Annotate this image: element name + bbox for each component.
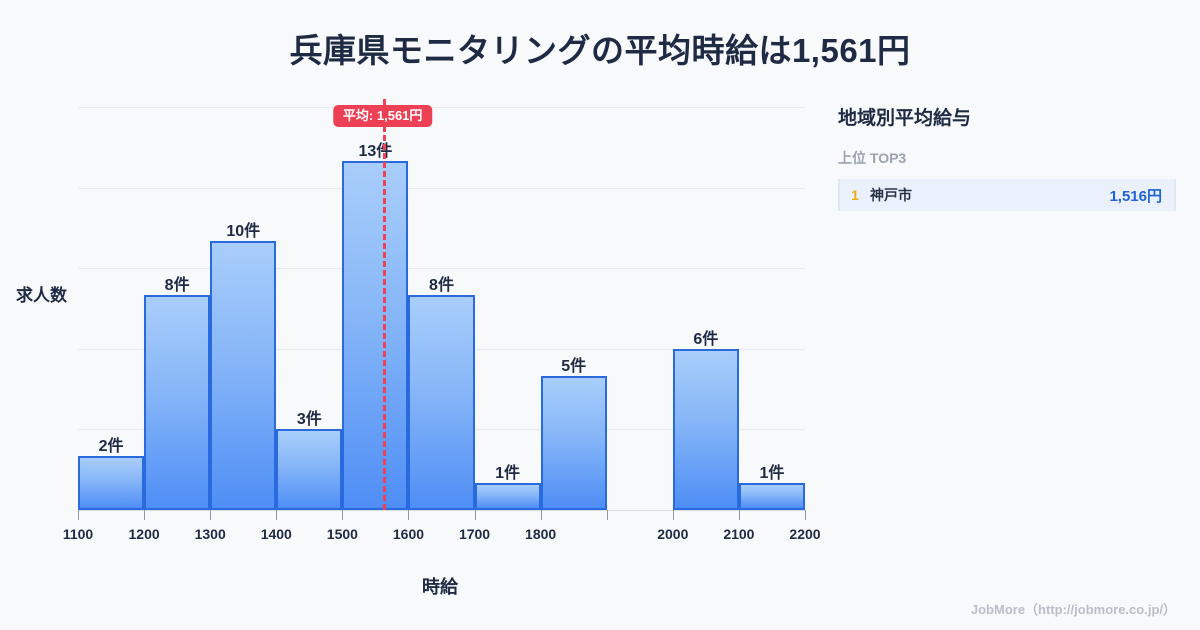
rank-city-name: 神戸市 bbox=[870, 187, 912, 203]
x-axis-tick-label: 1300 bbox=[194, 526, 226, 542]
bar[interactable] bbox=[672, 348, 739, 510]
bar[interactable] bbox=[78, 456, 145, 510]
rank-salary-value: 1,516円 bbox=[1109, 187, 1162, 205]
gridline bbox=[78, 187, 805, 189]
x-axis-tick bbox=[805, 510, 806, 520]
bar[interactable] bbox=[342, 160, 409, 510]
x-axis-tick-label: 2100 bbox=[723, 526, 755, 542]
x-axis-label: 時給 bbox=[422, 577, 458, 597]
average-badge: 平均: 1,561円 bbox=[332, 105, 433, 127]
bar[interactable] bbox=[276, 429, 343, 510]
x-axis-tick bbox=[144, 510, 146, 520]
bar-value-label: 2件 bbox=[98, 438, 124, 456]
x-axis-tick bbox=[210, 510, 212, 520]
x-axis-tick-label: 1500 bbox=[326, 526, 358, 542]
bar-value-label: 6件 bbox=[693, 330, 719, 348]
bar-value-label: 10件 bbox=[226, 223, 261, 241]
x-axis-tick bbox=[408, 510, 410, 520]
x-axis-tick-label: 1800 bbox=[525, 526, 557, 542]
x-axis-tick bbox=[738, 510, 740, 520]
bar-value-label: 5件 bbox=[561, 357, 587, 375]
x-axis-baseline bbox=[78, 510, 805, 511]
x-axis-tick bbox=[540, 510, 542, 520]
x-axis-tick bbox=[276, 510, 278, 520]
bar-value-label: 3件 bbox=[296, 411, 322, 429]
average-line bbox=[382, 99, 386, 510]
sidebar-subheading: 上位 TOP3 bbox=[838, 150, 907, 166]
x-axis-tick-label: 1400 bbox=[260, 526, 292, 542]
page-title: 兵庫県モニタリングの平均時給は1,561円 bbox=[289, 32, 911, 69]
bar-value-label: 13件 bbox=[358, 142, 393, 160]
sidebar-heading: 地域別平均給与 bbox=[838, 108, 972, 129]
bar-value-label: 8件 bbox=[164, 277, 190, 295]
x-axis-tick bbox=[606, 510, 608, 520]
x-axis-tick-label: 2000 bbox=[657, 526, 689, 542]
y-axis-label: 求人数 bbox=[16, 286, 67, 305]
x-axis-tick bbox=[672, 510, 674, 520]
plot-area: 2件 8件 10件 3件 13件 8件 1件 5件 6件 1件 平均: 1,561円 1100 1200… bbox=[63, 99, 821, 542]
x-axis-tick bbox=[474, 510, 476, 520]
region-salary-sidebar: 地域別平均給与 上位 TOP3 1 神戸市 1,516円 bbox=[838, 0, 1200, 630]
bar[interactable] bbox=[144, 295, 211, 510]
x-axis-tick bbox=[78, 510, 79, 520]
x-axis-tick bbox=[342, 510, 344, 520]
footer-watermark: JobMore（http://jobmore.co.jp/） bbox=[970, 602, 1176, 617]
x-axis-tick-label: 1200 bbox=[128, 526, 160, 542]
gridline bbox=[78, 107, 805, 109]
histogram-chart: 求人数 2件 8件 10件 3件 13件 8件 1件 5件 6件 1件 平均: 1,561円 1100… bbox=[16, 99, 821, 597]
bar-value-label: 8件 bbox=[429, 277, 454, 295]
bar-value-label: 1件 bbox=[759, 465, 785, 483]
bar-value-label: 1件 bbox=[495, 465, 521, 483]
bar[interactable] bbox=[540, 375, 607, 510]
x-axis-tick-label: 2200 bbox=[789, 526, 821, 542]
x-axis-tick-label: 1700 bbox=[458, 526, 491, 542]
x-axis-tick-label: 1100 bbox=[62, 526, 94, 542]
bar[interactable] bbox=[738, 483, 805, 510]
rank-row[interactable]: 1 神戸市 1,516円 bbox=[838, 179, 1176, 211]
bar[interactable] bbox=[408, 295, 475, 510]
x-axis-tick-label: 1600 bbox=[392, 526, 425, 542]
gridline bbox=[78, 268, 805, 270]
bar[interactable] bbox=[474, 483, 541, 510]
bar[interactable] bbox=[210, 241, 277, 510]
rank-number: 1 bbox=[851, 187, 859, 203]
